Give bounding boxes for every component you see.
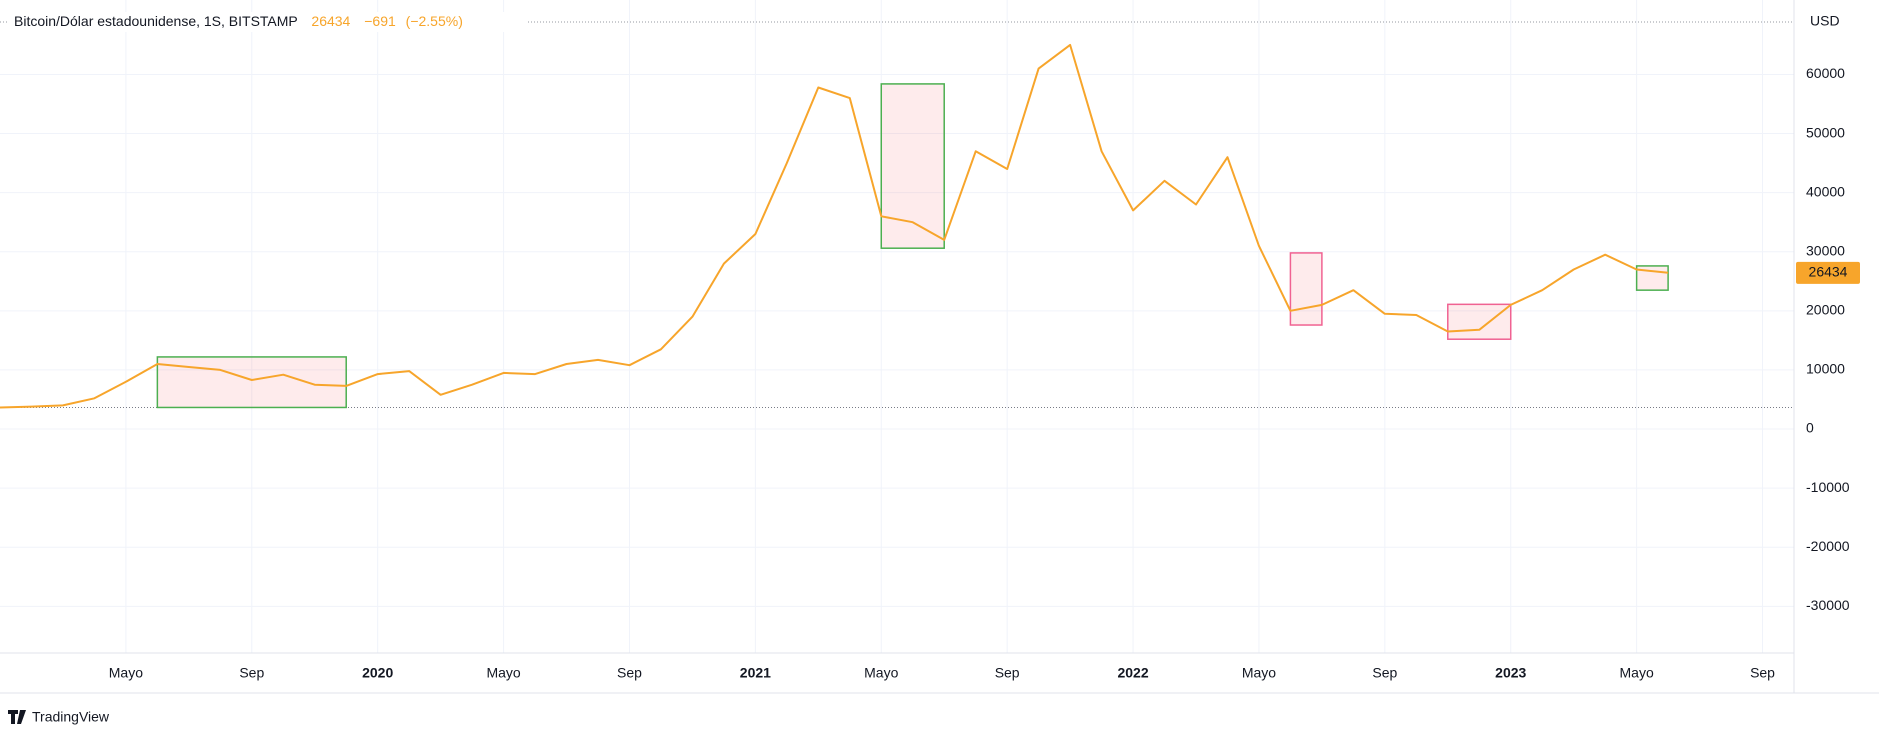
annotation-box <box>1447 303 1512 340</box>
x-tick-label: Mayo <box>486 665 520 681</box>
y-tick-label: 50000 <box>1806 124 1845 140</box>
change: −691 <box>364 13 396 29</box>
price-line <box>0 43 1669 409</box>
x-tick-label: 2020 <box>362 665 393 681</box>
x-tick-label: Sep <box>995 665 1020 681</box>
header: Bitcoin/Dólar estadounidense, 1S, BITSTA… <box>14 13 463 29</box>
y-tick-label: 40000 <box>1806 183 1845 199</box>
x-tick-label: 2022 <box>1117 665 1148 681</box>
x-tick-label: Sep <box>239 665 264 681</box>
x-tick-label: 2021 <box>740 665 771 681</box>
y-tick-label: -10000 <box>1806 479 1850 495</box>
x-tick-label: Mayo <box>864 665 898 681</box>
price-tag-label: 26434 <box>1809 264 1848 280</box>
change-pct: (−2.55%) <box>406 13 463 29</box>
annotation-box <box>880 83 945 249</box>
x-tick-label: Sep <box>617 665 642 681</box>
x-tick-label: Mayo <box>1242 665 1276 681</box>
y-tick-label: -20000 <box>1806 538 1850 554</box>
x-tick-label: Sep <box>1372 665 1397 681</box>
brand-name: TradingView <box>32 709 110 725</box>
brand-logo <box>8 710 26 724</box>
annotation-box <box>156 356 347 409</box>
y-tick-label: -30000 <box>1806 597 1850 613</box>
brand: TradingView <box>8 709 110 725</box>
last-price: 26434 <box>311 13 350 29</box>
x-tick-label: Mayo <box>109 665 143 681</box>
x-tick-label: Sep <box>1750 665 1775 681</box>
y-tick-label: 30000 <box>1806 242 1845 258</box>
unit-label: USD <box>1810 13 1840 29</box>
y-tick-label: 60000 <box>1806 65 1845 81</box>
header-bg <box>8 12 528 32</box>
annotation-box <box>1289 252 1323 326</box>
symbol-title: Bitcoin/Dólar estadounidense, 1S, BITSTA… <box>14 13 298 29</box>
y-tick-label: 10000 <box>1806 361 1845 377</box>
x-tick-label: 2023 <box>1495 665 1526 681</box>
price-tag <box>1796 261 1860 284</box>
y-tick-label: 20000 <box>1806 302 1845 318</box>
y-tick-label: 0 <box>1806 420 1814 436</box>
x-tick-label: Mayo <box>1620 665 1654 681</box>
